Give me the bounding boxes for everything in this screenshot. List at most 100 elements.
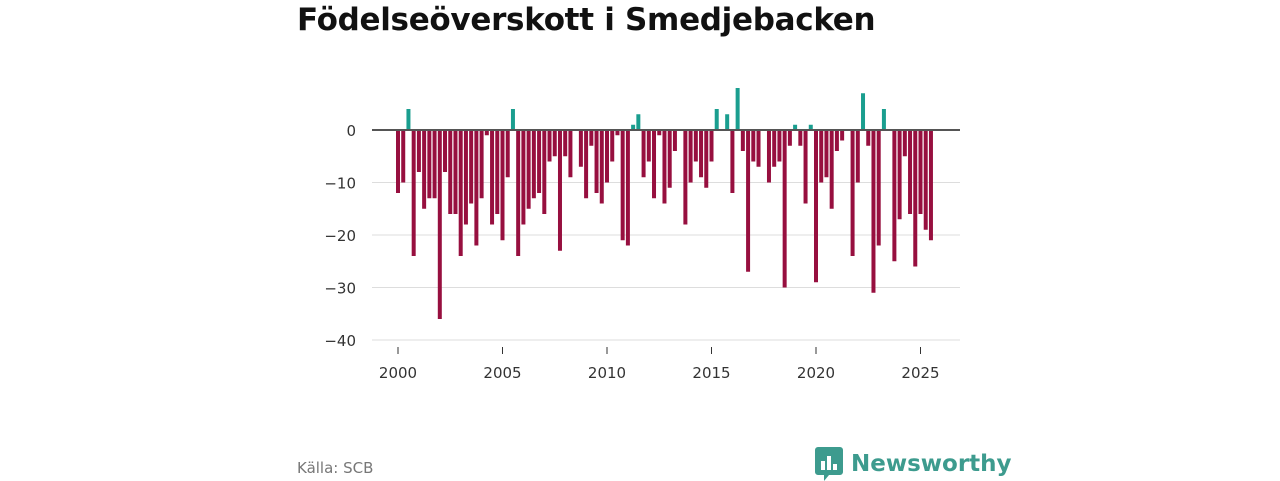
bar [594, 130, 599, 193]
y-tick-label: −40 [324, 332, 356, 350]
bar [772, 130, 777, 167]
x-tick-label: 2005 [483, 364, 521, 382]
bar [798, 130, 803, 146]
bar [599, 130, 604, 204]
bar [510, 109, 515, 130]
bar [782, 130, 787, 288]
bar [463, 130, 468, 225]
y-tick-label: 0 [346, 122, 356, 140]
bar [834, 130, 839, 151]
x-tick-label: 2015 [692, 364, 730, 382]
bar [829, 130, 834, 209]
bar [542, 130, 547, 214]
y-tick-label: −20 [324, 227, 356, 245]
bar [861, 93, 866, 130]
bar [657, 130, 662, 136]
bar [422, 130, 427, 209]
bar [448, 130, 453, 214]
bar [411, 130, 416, 256]
bar [908, 130, 913, 214]
bar [699, 130, 704, 178]
bar [432, 130, 437, 199]
bar [605, 130, 609, 183]
bar [746, 130, 751, 272]
bar [521, 130, 526, 225]
bar [490, 130, 495, 225]
bar [902, 130, 907, 157]
bar [714, 109, 719, 130]
bar [615, 130, 620, 136]
bar [777, 130, 782, 162]
bar [636, 114, 641, 130]
bar [892, 130, 897, 262]
bar [803, 130, 808, 204]
bar [610, 130, 615, 162]
bar [709, 130, 714, 162]
bar [923, 130, 928, 230]
bar [814, 130, 818, 283]
bar [683, 130, 688, 225]
bar [740, 130, 745, 151]
bar [928, 130, 933, 241]
x-tick-label: 2025 [901, 364, 939, 382]
bar [469, 130, 474, 204]
bars [396, 88, 933, 319]
bar [667, 130, 672, 188]
bar [484, 130, 489, 136]
bar [552, 130, 557, 157]
bar [557, 130, 562, 251]
bar [516, 130, 521, 256]
bar [474, 130, 479, 246]
bar [866, 130, 871, 146]
bar [725, 114, 730, 130]
bar [531, 130, 536, 199]
bar [396, 130, 400, 193]
bar [641, 130, 646, 178]
bar [793, 124, 798, 130]
bar [855, 130, 860, 183]
axes: 0 −10 −20 −30 −40 2000 2005 2010 2015 2020 2025 [324, 122, 960, 382]
bar [584, 130, 589, 199]
bar [625, 130, 630, 246]
x-tick-label: 2010 [588, 364, 626, 382]
bar [918, 130, 923, 214]
bar [563, 130, 568, 157]
bar [500, 130, 505, 241]
bar [897, 130, 902, 220]
bar [756, 130, 761, 167]
bar [735, 88, 740, 130]
bar [401, 130, 406, 183]
bar [526, 130, 531, 209]
bar [876, 130, 881, 246]
x-tick-label: 2000 [379, 364, 417, 382]
bar [913, 130, 918, 267]
bar [819, 130, 824, 183]
bar [704, 130, 709, 188]
source-label: Källa: SCB [297, 459, 374, 477]
bar [824, 130, 829, 178]
brand-logo: Newsworthy [815, 447, 1012, 481]
bar [751, 130, 756, 162]
bar [416, 130, 421, 172]
x-tick-label: 2020 [797, 364, 835, 382]
bar [840, 130, 845, 141]
bar [871, 130, 876, 293]
bar [620, 130, 625, 241]
bar [568, 130, 573, 178]
bar [443, 130, 448, 172]
bar [693, 130, 698, 162]
bar [662, 130, 667, 204]
bar [427, 130, 432, 199]
bar [787, 130, 792, 146]
bar [766, 130, 771, 183]
bar [578, 130, 583, 167]
brand-name: Newsworthy [851, 451, 1012, 477]
bar [453, 130, 458, 214]
bar [646, 130, 651, 162]
newsworthy-logo-icon [815, 447, 843, 481]
bar [631, 124, 636, 130]
bar [437, 130, 442, 319]
bar [850, 130, 855, 256]
bar [406, 109, 411, 130]
